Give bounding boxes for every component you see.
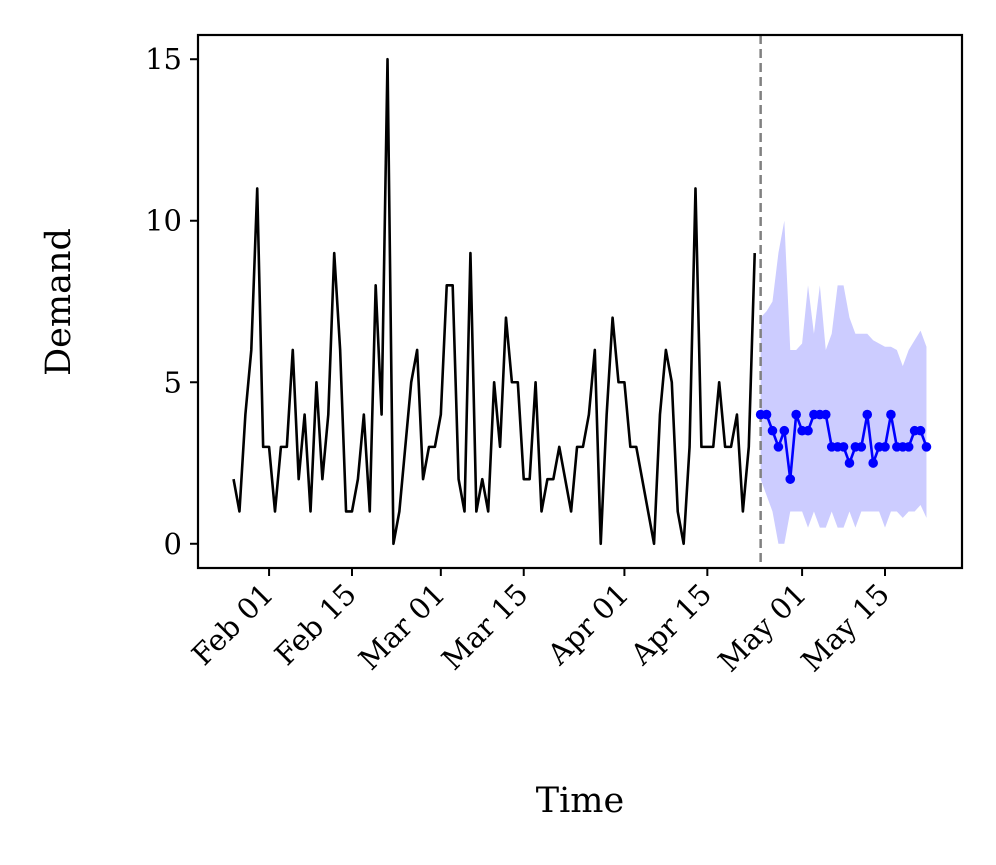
point-marker bbox=[779, 425, 790, 436]
point-marker bbox=[803, 425, 813, 436]
point-marker bbox=[767, 425, 778, 436]
x-tick-label: Mar 15 bbox=[435, 577, 535, 677]
y-axis-label: Demand bbox=[39, 228, 79, 376]
x-tick-label: Feb 01 bbox=[185, 577, 280, 672]
point-marker bbox=[868, 458, 878, 468]
point-marker bbox=[880, 442, 890, 452]
x-tick-label: Mar 01 bbox=[352, 577, 452, 677]
x-axis-label: Time bbox=[536, 781, 624, 821]
y-tick-label: 0 bbox=[164, 527, 182, 561]
point-marker bbox=[903, 442, 914, 452]
point-marker bbox=[820, 409, 831, 420]
point-marker bbox=[856, 442, 867, 452]
point-marker bbox=[838, 442, 849, 452]
point-marker bbox=[886, 409, 896, 420]
x-tick-label: Apr 01 bbox=[540, 577, 635, 672]
x-tick-label: May 01 bbox=[712, 577, 813, 678]
x-tick-label: Apr 15 bbox=[623, 577, 718, 672]
point-marker bbox=[844, 458, 855, 468]
y-tick-label: 10 bbox=[145, 204, 182, 238]
confidence-band bbox=[760, 220, 927, 544]
point-marker bbox=[915, 425, 926, 436]
plot-frame bbox=[196, 33, 964, 570]
x-tick-label: May 15 bbox=[794, 577, 895, 678]
y-tick-label: 15 bbox=[145, 42, 182, 76]
point-marker bbox=[862, 409, 873, 420]
point-marker bbox=[921, 442, 932, 452]
point-marker bbox=[785, 474, 796, 484]
y-tick-label: 5 bbox=[164, 365, 182, 399]
point-marker bbox=[791, 409, 801, 420]
point-marker bbox=[761, 409, 772, 420]
point-marker bbox=[773, 442, 784, 452]
x-tick-label: Feb 15 bbox=[268, 577, 363, 672]
series-line bbox=[232, 57, 757, 546]
